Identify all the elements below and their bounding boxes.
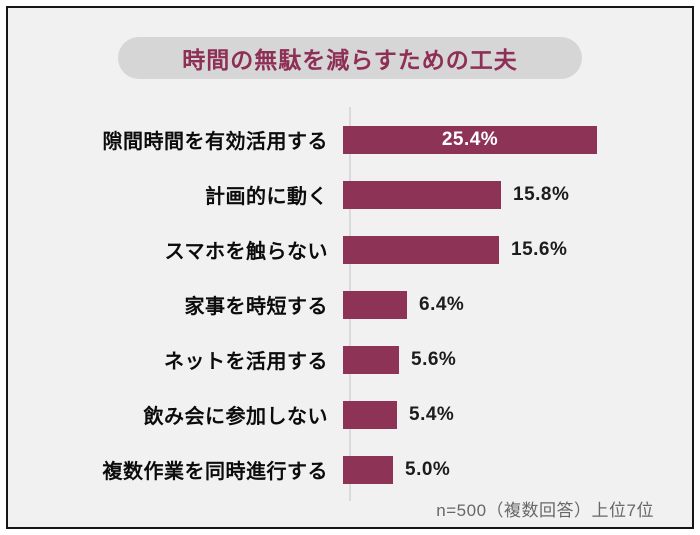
category-label: スマホを触らない xyxy=(164,241,328,263)
bar xyxy=(343,400,397,429)
value-label-outside: 6.4% xyxy=(419,293,465,315)
value-label-inside: 25.4% xyxy=(441,128,499,150)
value-label-outside: 5.6% xyxy=(411,348,457,370)
value-label-outside: 5.0% xyxy=(405,458,451,480)
bar-area: 5.6% xyxy=(336,345,692,374)
bar: 25.4% xyxy=(343,125,597,154)
bar xyxy=(343,345,399,374)
bar-area: 25.4% xyxy=(336,125,692,154)
chart-title-pill: 時間の無駄を減らすための工夫 xyxy=(118,37,582,79)
bar-area: 5.4% xyxy=(336,400,692,429)
chart-panel: 時間の無駄を減らすための工夫 隙間時間を有効活用する 25.4% 計画的に動く … xyxy=(6,6,694,529)
chart-rows: 隙間時間を有効活用する 25.4% 計画的に動く 15.8% スマホを触らない … xyxy=(8,112,692,497)
sample-size-note: n=500（複数回答）上位7位 xyxy=(436,501,654,520)
bar-chart: 隙間時間を有効活用する 25.4% 計画的に動く 15.8% スマホを触らない … xyxy=(8,107,692,501)
category-label: 隙間時間を有効活用する xyxy=(102,131,328,153)
chart-title: 時間の無駄を減らすための工夫 xyxy=(182,47,518,73)
bar-area: 15.8% xyxy=(336,180,692,209)
value-label-outside: 5.4% xyxy=(409,403,455,425)
bar-area: 5.0% xyxy=(336,455,692,484)
category-label: ネットを活用する xyxy=(164,351,328,373)
chart-row: 隙間時間を有効活用する 25.4% xyxy=(8,112,692,167)
chart-row: 複数作業を同時進行する 5.0% xyxy=(8,442,692,497)
value-label-outside: 15.6% xyxy=(511,238,568,260)
chart-row: 飲み会に参加しない 5.4% xyxy=(8,387,692,442)
value-label-outside: 15.8% xyxy=(513,183,570,205)
category-label: 計画的に動く xyxy=(205,186,328,208)
bar xyxy=(343,455,393,484)
category-label: 家事を時短する xyxy=(184,296,328,318)
bar-area: 15.6% xyxy=(336,235,692,264)
chart-row: スマホを触らない 15.6% xyxy=(8,222,692,277)
chart-row: ネットを活用する 5.6% xyxy=(8,332,692,387)
chart-row: 計画的に動く 15.8% xyxy=(8,167,692,222)
category-label: 複数作業を同時進行する xyxy=(102,461,328,483)
chart-row: 家事を時短する 6.4% xyxy=(8,277,692,332)
bar xyxy=(343,235,499,264)
bar xyxy=(343,180,501,209)
bar xyxy=(343,290,407,319)
category-label: 飲み会に参加しない xyxy=(143,406,328,428)
bar-area: 6.4% xyxy=(336,290,692,319)
